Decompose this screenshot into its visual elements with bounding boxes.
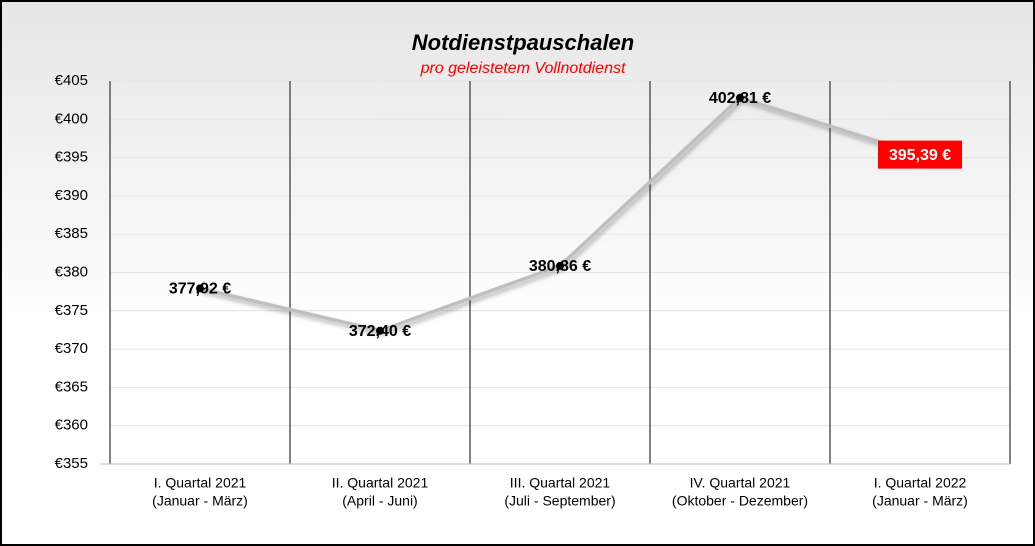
y-tick-label: €380	[55, 263, 88, 280]
x-tick-label: III. Quartal 2021	[510, 475, 611, 491]
value-label: 395,39 €	[889, 147, 951, 164]
x-tick-sublabel: (Juli - September)	[504, 493, 615, 509]
value-label: 402,81 €	[709, 90, 771, 107]
marker	[376, 326, 384, 335]
value-label: 372,40 €	[349, 323, 411, 340]
value-label: 377,92 €	[169, 281, 231, 298]
y-tick-label: €365	[55, 378, 88, 395]
highlight-label: 395,39 €	[878, 140, 962, 169]
y-tick-label: €370	[55, 340, 88, 357]
x-tick-label: IV. Quartal 2021	[690, 475, 791, 491]
y-tick-label: €390	[55, 187, 88, 204]
chart-subtitle: pro geleistetem Vollnotdienst	[420, 60, 626, 77]
y-tick-label: €375	[55, 302, 88, 319]
y-tick-label: €400	[55, 110, 88, 127]
x-tick-sublabel: (April - Juni)	[342, 493, 417, 509]
y-tick-label: €355	[55, 455, 88, 472]
x-tick-sublabel: (Januar - März)	[152, 493, 248, 509]
y-tick-label: €360	[55, 417, 88, 434]
marker	[556, 261, 564, 270]
x-tick-label: I. Quartal 2022	[874, 475, 967, 491]
value-label: 380,86 €	[529, 258, 591, 275]
x-tick-sublabel: (Oktober - Dezember)	[672, 493, 808, 509]
y-tick-label: €385	[55, 225, 88, 242]
x-tick-label: I. Quartal 2021	[154, 475, 247, 491]
y-tick-label: €395	[55, 149, 88, 166]
highlight-box	[878, 140, 962, 169]
x-tick-label: II. Quartal 2021	[332, 475, 429, 491]
y-tick-label: €405	[55, 72, 88, 89]
x-tick-sublabel: (Januar - März)	[872, 493, 968, 509]
marker	[196, 284, 204, 293]
marker	[736, 93, 744, 102]
chart-title: Notdienstpauschalen	[412, 30, 634, 55]
